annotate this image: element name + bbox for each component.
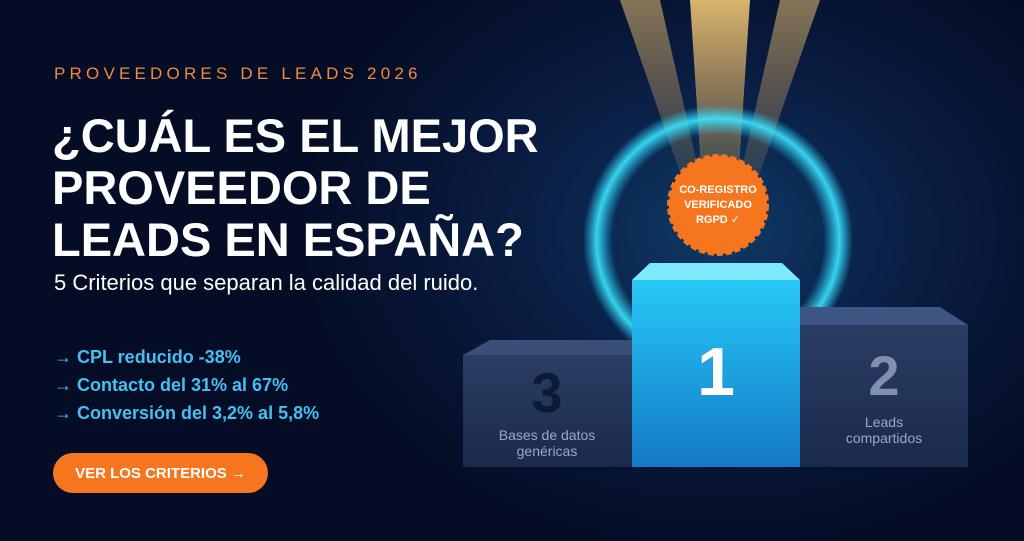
eyebrow: PROVEEDORES DE LEADS 2026 — [54, 64, 422, 83]
podium-block — [632, 280, 800, 467]
podium-top — [632, 263, 800, 280]
bullet: → CPL reducido -38% — [54, 347, 241, 367]
headline: LEADS EN ESPAÑA? — [52, 213, 524, 266]
subtitle: 5 Criterios que separan la calidad del r… — [54, 270, 479, 295]
podium-rank: 1 — [697, 334, 735, 410]
podium-label: compartidos — [846, 430, 922, 446]
bullet: → Conversión del 3,2% al 5,8% — [54, 403, 320, 423]
podium-top — [800, 307, 968, 325]
podium-block — [463, 355, 632, 467]
headline: ¿CUÁL ES EL MEJOR — [52, 109, 539, 162]
podium-label: genéricas — [517, 443, 578, 459]
badge-text: CO-REGISTRO — [679, 184, 757, 196]
badge-text: VERIFICADO — [684, 199, 752, 211]
podium-top — [463, 340, 632, 355]
podium-label: Bases de datos — [499, 427, 596, 443]
badge-text: RGPD ✓ — [696, 214, 740, 226]
badge — [667, 154, 769, 256]
podium-block — [800, 325, 968, 467]
bullet: → Contacto del 31% al 67% — [54, 375, 289, 395]
podium-rank: 3 — [531, 361, 562, 424]
podium-rank: 2 — [868, 344, 899, 407]
headline: PROVEEDOR DE — [52, 161, 431, 214]
cta-button[interactable]: VER LOS CRITERIOS → — [53, 453, 268, 493]
podium-label: Leads — [865, 414, 903, 430]
